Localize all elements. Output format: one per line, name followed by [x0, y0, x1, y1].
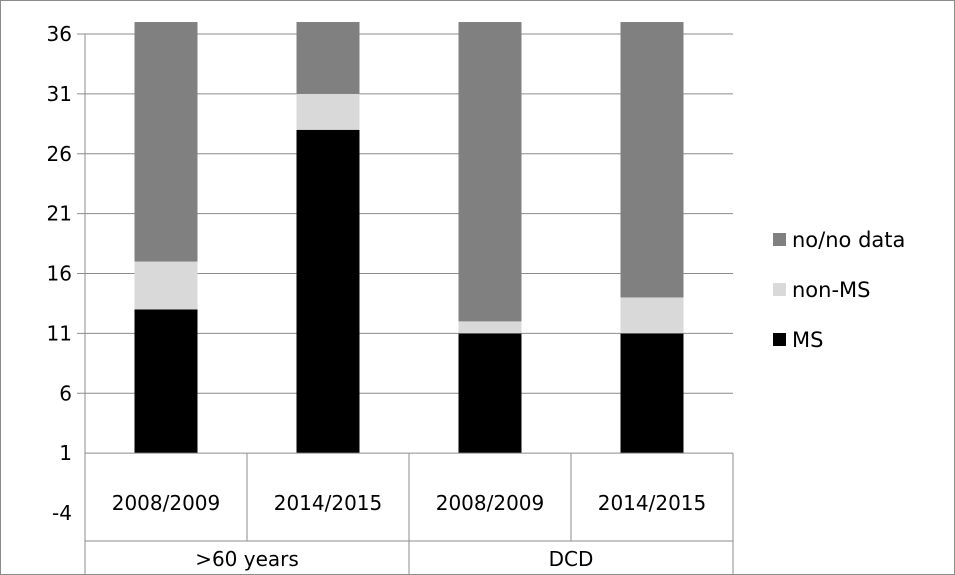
x-tick-label: 2008/2009	[112, 491, 221, 515]
bar-segment-ms	[458, 333, 522, 454]
legend-label: non-MS	[792, 278, 871, 302]
bars	[134, 22, 684, 454]
x-tick-label: 2008/2009	[436, 491, 545, 515]
bar-segment-no-no-data	[620, 22, 684, 298]
legend-label: no/no data	[792, 228, 905, 252]
y-tick-label: 31	[47, 82, 72, 106]
x-tick-label: 2014/2015	[598, 491, 707, 515]
group-label: DCD	[549, 547, 594, 571]
bar-segment-non-ms	[134, 261, 198, 310]
bar-segment-no-no-data	[134, 22, 198, 262]
legend-label: MS	[792, 328, 823, 352]
bar-segment-non-ms	[458, 321, 522, 334]
bar-segment-ms	[296, 129, 360, 454]
x-axis: 2008/2009 2014/2015 2008/2009 2014/2015 >60 …	[84, 452, 734, 575]
bar-segment-no-no-data	[296, 22, 360, 94]
bar-segment-ms	[134, 309, 198, 454]
y-tick-label: 26	[47, 142, 72, 166]
y-tick-label: 21	[47, 202, 72, 226]
bar-segment-no-no-data	[458, 22, 522, 322]
legend-swatch	[773, 333, 786, 346]
y-tick-label: -4	[52, 501, 72, 525]
x-tick-label: 2014/2015	[274, 491, 383, 515]
legend-swatch	[773, 233, 786, 246]
bar-segment-non-ms	[296, 93, 360, 130]
y-tick-label: 1	[59, 441, 72, 465]
y-tick-label: 36	[47, 22, 72, 46]
y-tick-label: 11	[47, 321, 72, 345]
group-label: >60 years	[195, 547, 299, 571]
bar-segment-ms	[620, 333, 684, 454]
legend: no/no data non-MS MS	[773, 228, 905, 352]
bar-segment-non-ms	[620, 297, 684, 334]
y-tick-label: 6	[59, 381, 72, 405]
y-tick-label: 16	[47, 262, 72, 286]
legend-swatch	[773, 283, 786, 296]
